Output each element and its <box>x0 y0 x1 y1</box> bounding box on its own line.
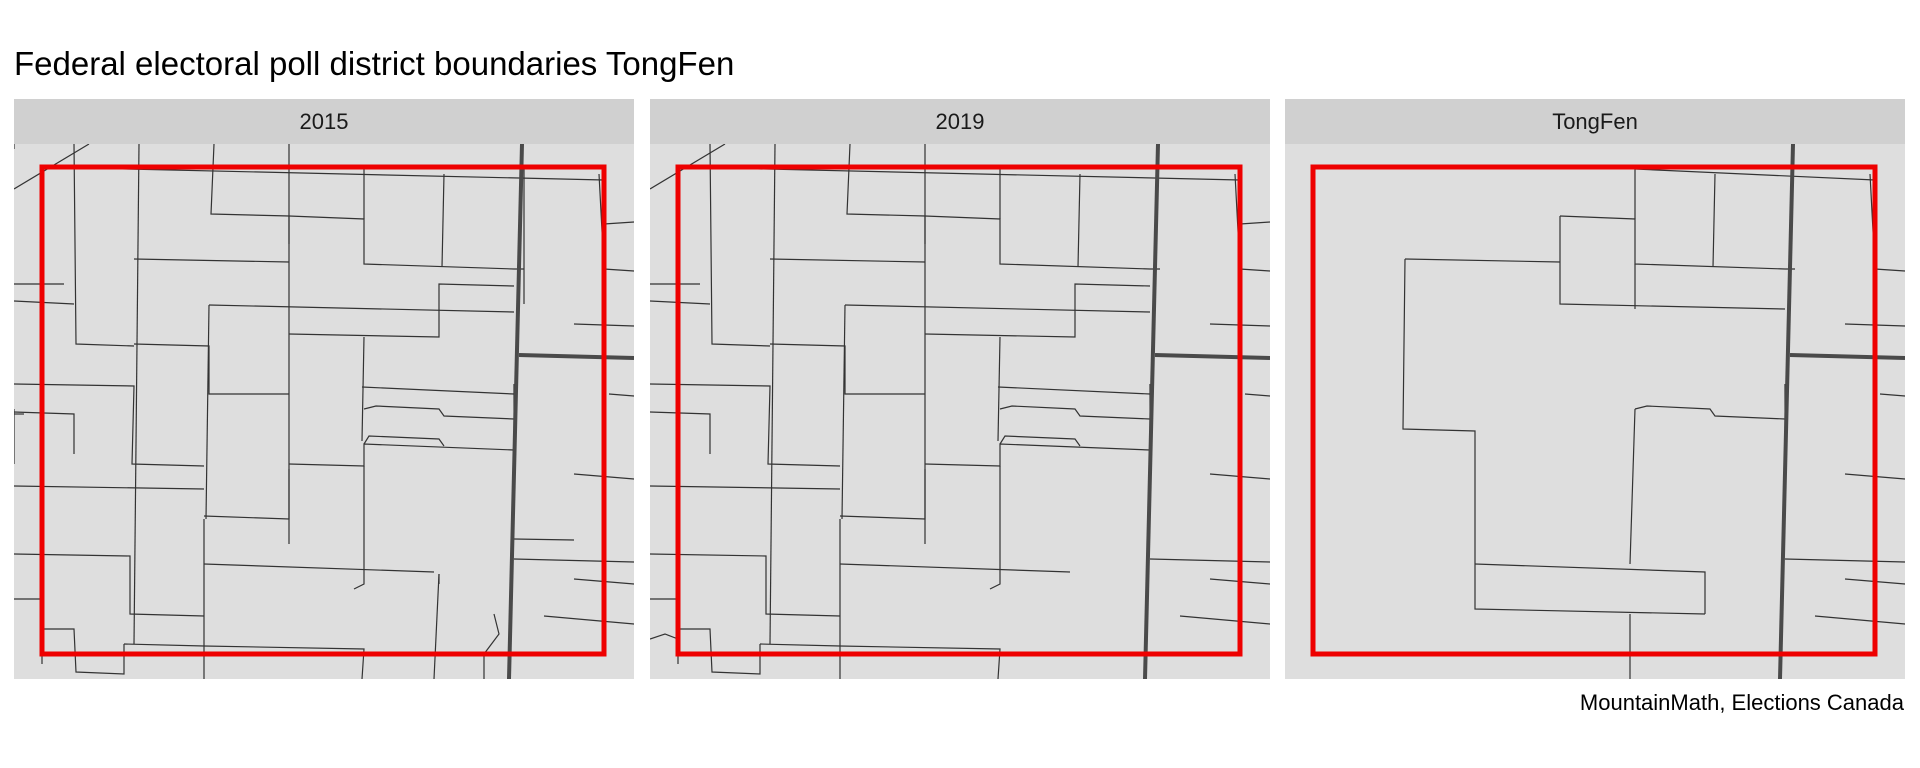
facet-panel-2019: 2019 <box>650 99 1270 679</box>
major-road <box>507 144 634 679</box>
highlight-box <box>39 164 607 657</box>
facet-label: 2019 <box>935 108 985 134</box>
poll-district-boundaries <box>1402 168 1905 679</box>
map-area <box>14 144 634 679</box>
facet-label: 2015 <box>299 108 349 134</box>
facet-panel-tongfen: TongFen <box>1285 99 1905 679</box>
chart-title: Federal electoral poll district boundari… <box>14 45 735 82</box>
poll-district-boundaries <box>650 144 1270 679</box>
major-road <box>1143 144 1270 679</box>
poll-district-boundaries <box>14 144 634 679</box>
facet-strip: 2019 <box>650 99 1270 144</box>
highlight-box <box>1310 164 1878 657</box>
map-area <box>650 144 1270 679</box>
map-area <box>1285 144 1905 679</box>
major-road <box>1778 144 1905 679</box>
source-caption: MountainMath, Elections Canada <box>1579 690 1904 715</box>
facet-strip: 2015 <box>14 99 634 144</box>
facet-panel-2015: 2015 <box>14 99 634 679</box>
facet-strip: TongFen <box>1285 99 1905 144</box>
facet-label: TongFen <box>1552 108 1638 134</box>
highlight-box <box>675 164 1243 657</box>
